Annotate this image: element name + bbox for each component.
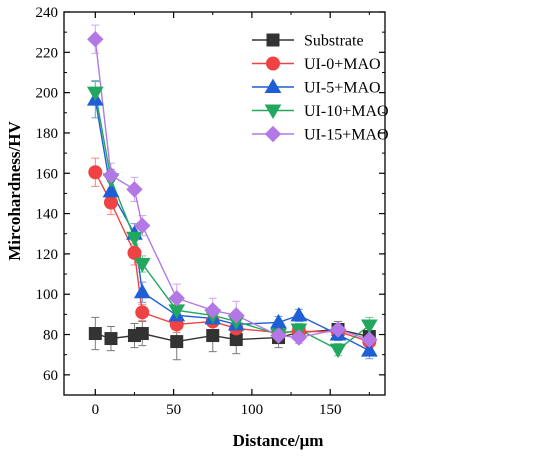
data-point-ui-15-mao xyxy=(87,31,104,48)
data-point-ui-15-mao xyxy=(329,321,347,338)
legend-marker-ui-5-mao xyxy=(264,78,282,93)
y-tick-label: 220 xyxy=(36,45,59,61)
data-point-ui-5-mao xyxy=(133,283,151,299)
y-tick-label: 120 xyxy=(36,247,59,263)
data-point-substrate xyxy=(135,327,149,341)
x-tick-label: 150 xyxy=(319,402,342,418)
x-tick-label: 50 xyxy=(166,402,181,418)
legend-marker-substrate xyxy=(266,33,280,47)
data-point-ui-5-mao xyxy=(290,306,308,322)
data-point-ui-15-mao xyxy=(270,327,287,344)
data-point-ui-5-mao xyxy=(102,182,120,198)
y-tick-label: 200 xyxy=(36,86,59,102)
legend-label-substrate: Substrate xyxy=(304,33,364,50)
data-point-ui-15-mao xyxy=(204,302,221,319)
data-point-substrate xyxy=(104,332,118,346)
y-tick-label: 60 xyxy=(43,368,58,384)
axis-ticks: 0 50 100 150 60 80 100 120 140 160 180 200 220 240 xyxy=(36,5,385,418)
data-point-substrate xyxy=(170,335,184,349)
plot-frame xyxy=(63,11,386,396)
legend-marker-ui-10-mao xyxy=(264,104,282,120)
legend-label-ui-10-mao: UI-10+MAO xyxy=(304,103,389,120)
y-tick-label: 140 xyxy=(36,207,59,223)
legend-marker-ui-0-mao xyxy=(266,56,280,71)
data-point-ui-10-mao xyxy=(133,257,151,273)
data-point-ui-15-mao xyxy=(361,331,378,348)
y-axis-title: Mircohardness/HV xyxy=(5,121,24,261)
y-tick-label: 80 xyxy=(43,328,58,344)
y-tick-label: 240 xyxy=(36,5,59,21)
data-point-ui-0-mao xyxy=(88,165,103,180)
series-markers xyxy=(86,31,378,359)
data-point-ui-10-mao xyxy=(329,343,347,359)
y-tick-label: 160 xyxy=(36,166,59,182)
data-point-ui-15-mao xyxy=(168,290,185,307)
data-point-ui-5-mao xyxy=(360,342,378,357)
data-point-ui-10-mao xyxy=(360,319,378,334)
data-point-ui-15-mao xyxy=(290,329,308,346)
legend-marker-ui-15-mao xyxy=(264,125,282,143)
legend-label-ui-5-mao: UI-5+MAO xyxy=(304,80,381,97)
x-tick-label: 100 xyxy=(241,402,264,418)
legend-label-ui-15-mao: UI-15+MAO xyxy=(304,127,389,144)
y-tick-label: 180 xyxy=(36,126,59,142)
legend-label-ui-0-mao: UI-0+MAO xyxy=(304,56,381,73)
data-point-ui-0-mao xyxy=(127,245,142,260)
data-point-ui-15-mao xyxy=(102,167,120,184)
data-point-ui-10-mao xyxy=(86,86,104,102)
y-tick-label: 100 xyxy=(36,287,59,303)
data-point-ui-15-mao xyxy=(228,307,245,324)
data-point-substrate xyxy=(206,329,220,343)
data-point-ui-15-mao xyxy=(134,217,151,234)
data-point-ui-15-mao xyxy=(126,181,143,198)
axes xyxy=(63,11,386,396)
data-point-ui-0-mao xyxy=(135,305,150,320)
data-point-ui-0-mao xyxy=(103,195,118,210)
x-axis-title: Distance/μm xyxy=(233,431,324,450)
data-point-substrate xyxy=(88,327,102,341)
x-tick-label: 0 xyxy=(92,402,100,418)
data-point-ui-10-mao xyxy=(126,231,143,247)
legend: Substrate UI-0+MAO UI-5+MAO UI-10+MAO UI-15+… xyxy=(252,33,389,144)
